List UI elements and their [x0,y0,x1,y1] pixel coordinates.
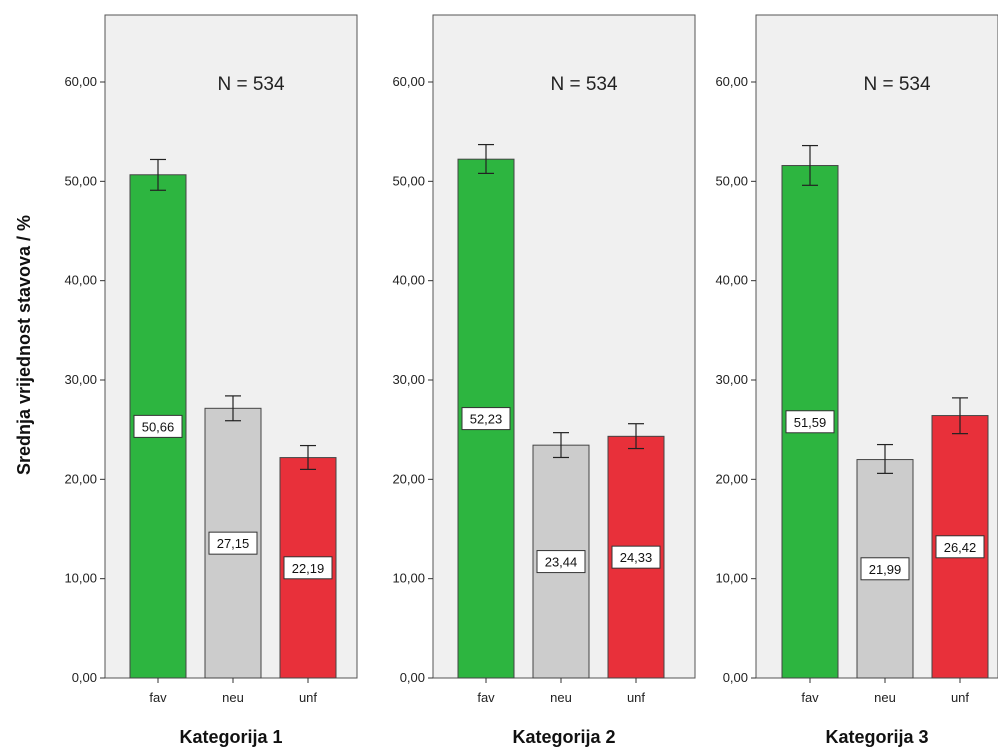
panel-3-y-tick-label: 60,00 [715,74,748,89]
panel-2-data-label-fav: 52,23 [470,412,503,427]
panel-2-y-tick-label: 60,00 [392,74,425,89]
panel-3-data-label-box-neu [860,557,910,581]
panel-2-category-label-neu: neu [550,690,572,705]
panel-1-data-label-unf: 22,19 [292,561,325,576]
panel-1-data-label-box-neu [208,531,258,555]
panel-3-y-tick-label: 0,00 [723,670,748,685]
panel-1-title: Kategorija 1 [179,727,282,747]
panel-3-data-label-unf: 26,42 [944,540,977,555]
panel-3-y-tick-label: 10,00 [715,571,748,586]
panel-2-data-label-box-unf [611,545,661,569]
panel-3-data-label-neu: 21,99 [869,562,902,577]
panel-2-data-label-neu: 23,44 [545,555,578,570]
panel-1-y-tick-label: 60,00 [64,74,97,89]
panel-1-y-tick-label: 10,00 [64,571,97,586]
panel-3-data-label-box-fav [785,410,835,434]
panel-3-y-tick-label: 30,00 [715,372,748,387]
panel-2-title: Kategorija 2 [512,727,615,747]
panel-1-data-label-box-unf [283,556,333,580]
panel-3-category-label-fav: fav [801,690,819,705]
panel-2-y-tick-label: 30,00 [392,372,425,387]
panel-2-data-label-unf: 24,33 [620,550,653,565]
panel-2-y-tick-label: 10,00 [392,571,425,586]
panel-3-data-label-fav: 51,59 [794,415,827,430]
panel-1-y-tick-label: 0,00 [72,670,97,685]
panel-1-y-tick-label: 40,00 [64,273,97,288]
panel-2-y-tick-label: 40,00 [392,273,425,288]
panel-2-category-label-fav: fav [477,690,495,705]
panel-3-title: Kategorija 3 [825,727,928,747]
panel-1-y-tick-label: 30,00 [64,372,97,387]
panel-1-data-label-neu: 27,15 [217,536,250,551]
panel-1-category-label-neu: neu [222,690,244,705]
panel-3-data-label-box-unf [935,535,985,559]
panel-2-n-label: N = 534 [550,74,618,95]
panel-1-category-label-unf: unf [299,690,317,705]
panel-1-data-label-box-fav [133,414,183,438]
y-axis-title: Srednja vrijednost stavova / % [14,215,34,475]
panel-3-category-label-unf: unf [951,690,969,705]
panel-3-y-tick-label: 20,00 [715,471,748,486]
panel-2-data-label-box-neu [536,550,586,574]
panel-2-data-label-box-fav [461,407,511,431]
panel-3-category-label-neu: neu [874,690,896,705]
panel-1-y-tick-label: 50,00 [64,173,97,188]
panel-1-data-label-fav: 50,66 [142,419,175,434]
panel-3-y-tick-label: 50,00 [715,173,748,188]
panel-2-y-tick-label: 50,00 [392,173,425,188]
panel-3-y-tick-label: 40,00 [715,273,748,288]
panel-1-n-label: N = 534 [217,74,285,95]
panel-2-category-label-unf: unf [627,690,645,705]
panel-2-y-tick-label: 20,00 [392,471,425,486]
panel-1-y-tick-label: 20,00 [64,471,97,486]
panel-2-y-tick-label: 0,00 [400,670,425,685]
panel-1-category-label-fav: fav [149,690,167,705]
panel-3-n-label: N = 534 [863,74,931,95]
